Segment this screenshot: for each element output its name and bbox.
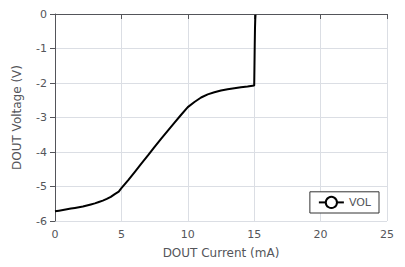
svg-text:-2: -2 [36,77,47,90]
svg-text:15: 15 [247,228,261,241]
svg-text:-1: -1 [36,42,47,55]
svg-text:25: 25 [380,228,394,241]
svg-text:0: 0 [40,8,47,21]
svg-text:5: 5 [118,228,125,241]
svg-text:20: 20 [314,228,328,241]
svg-text:-4: -4 [36,146,47,159]
svg-text:-3: -3 [36,111,47,124]
svg-text:DOUT Voltage (V): DOUT Voltage (V) [10,65,24,170]
svg-text:DOUT Current (mA): DOUT Current (mA) [163,246,280,260]
svg-text:-6: -6 [36,215,47,228]
svg-text:10: 10 [181,228,195,241]
svg-text:0: 0 [52,228,59,241]
svg-text:-5: -5 [36,180,47,193]
svg-text:VOL: VOL [349,196,372,209]
